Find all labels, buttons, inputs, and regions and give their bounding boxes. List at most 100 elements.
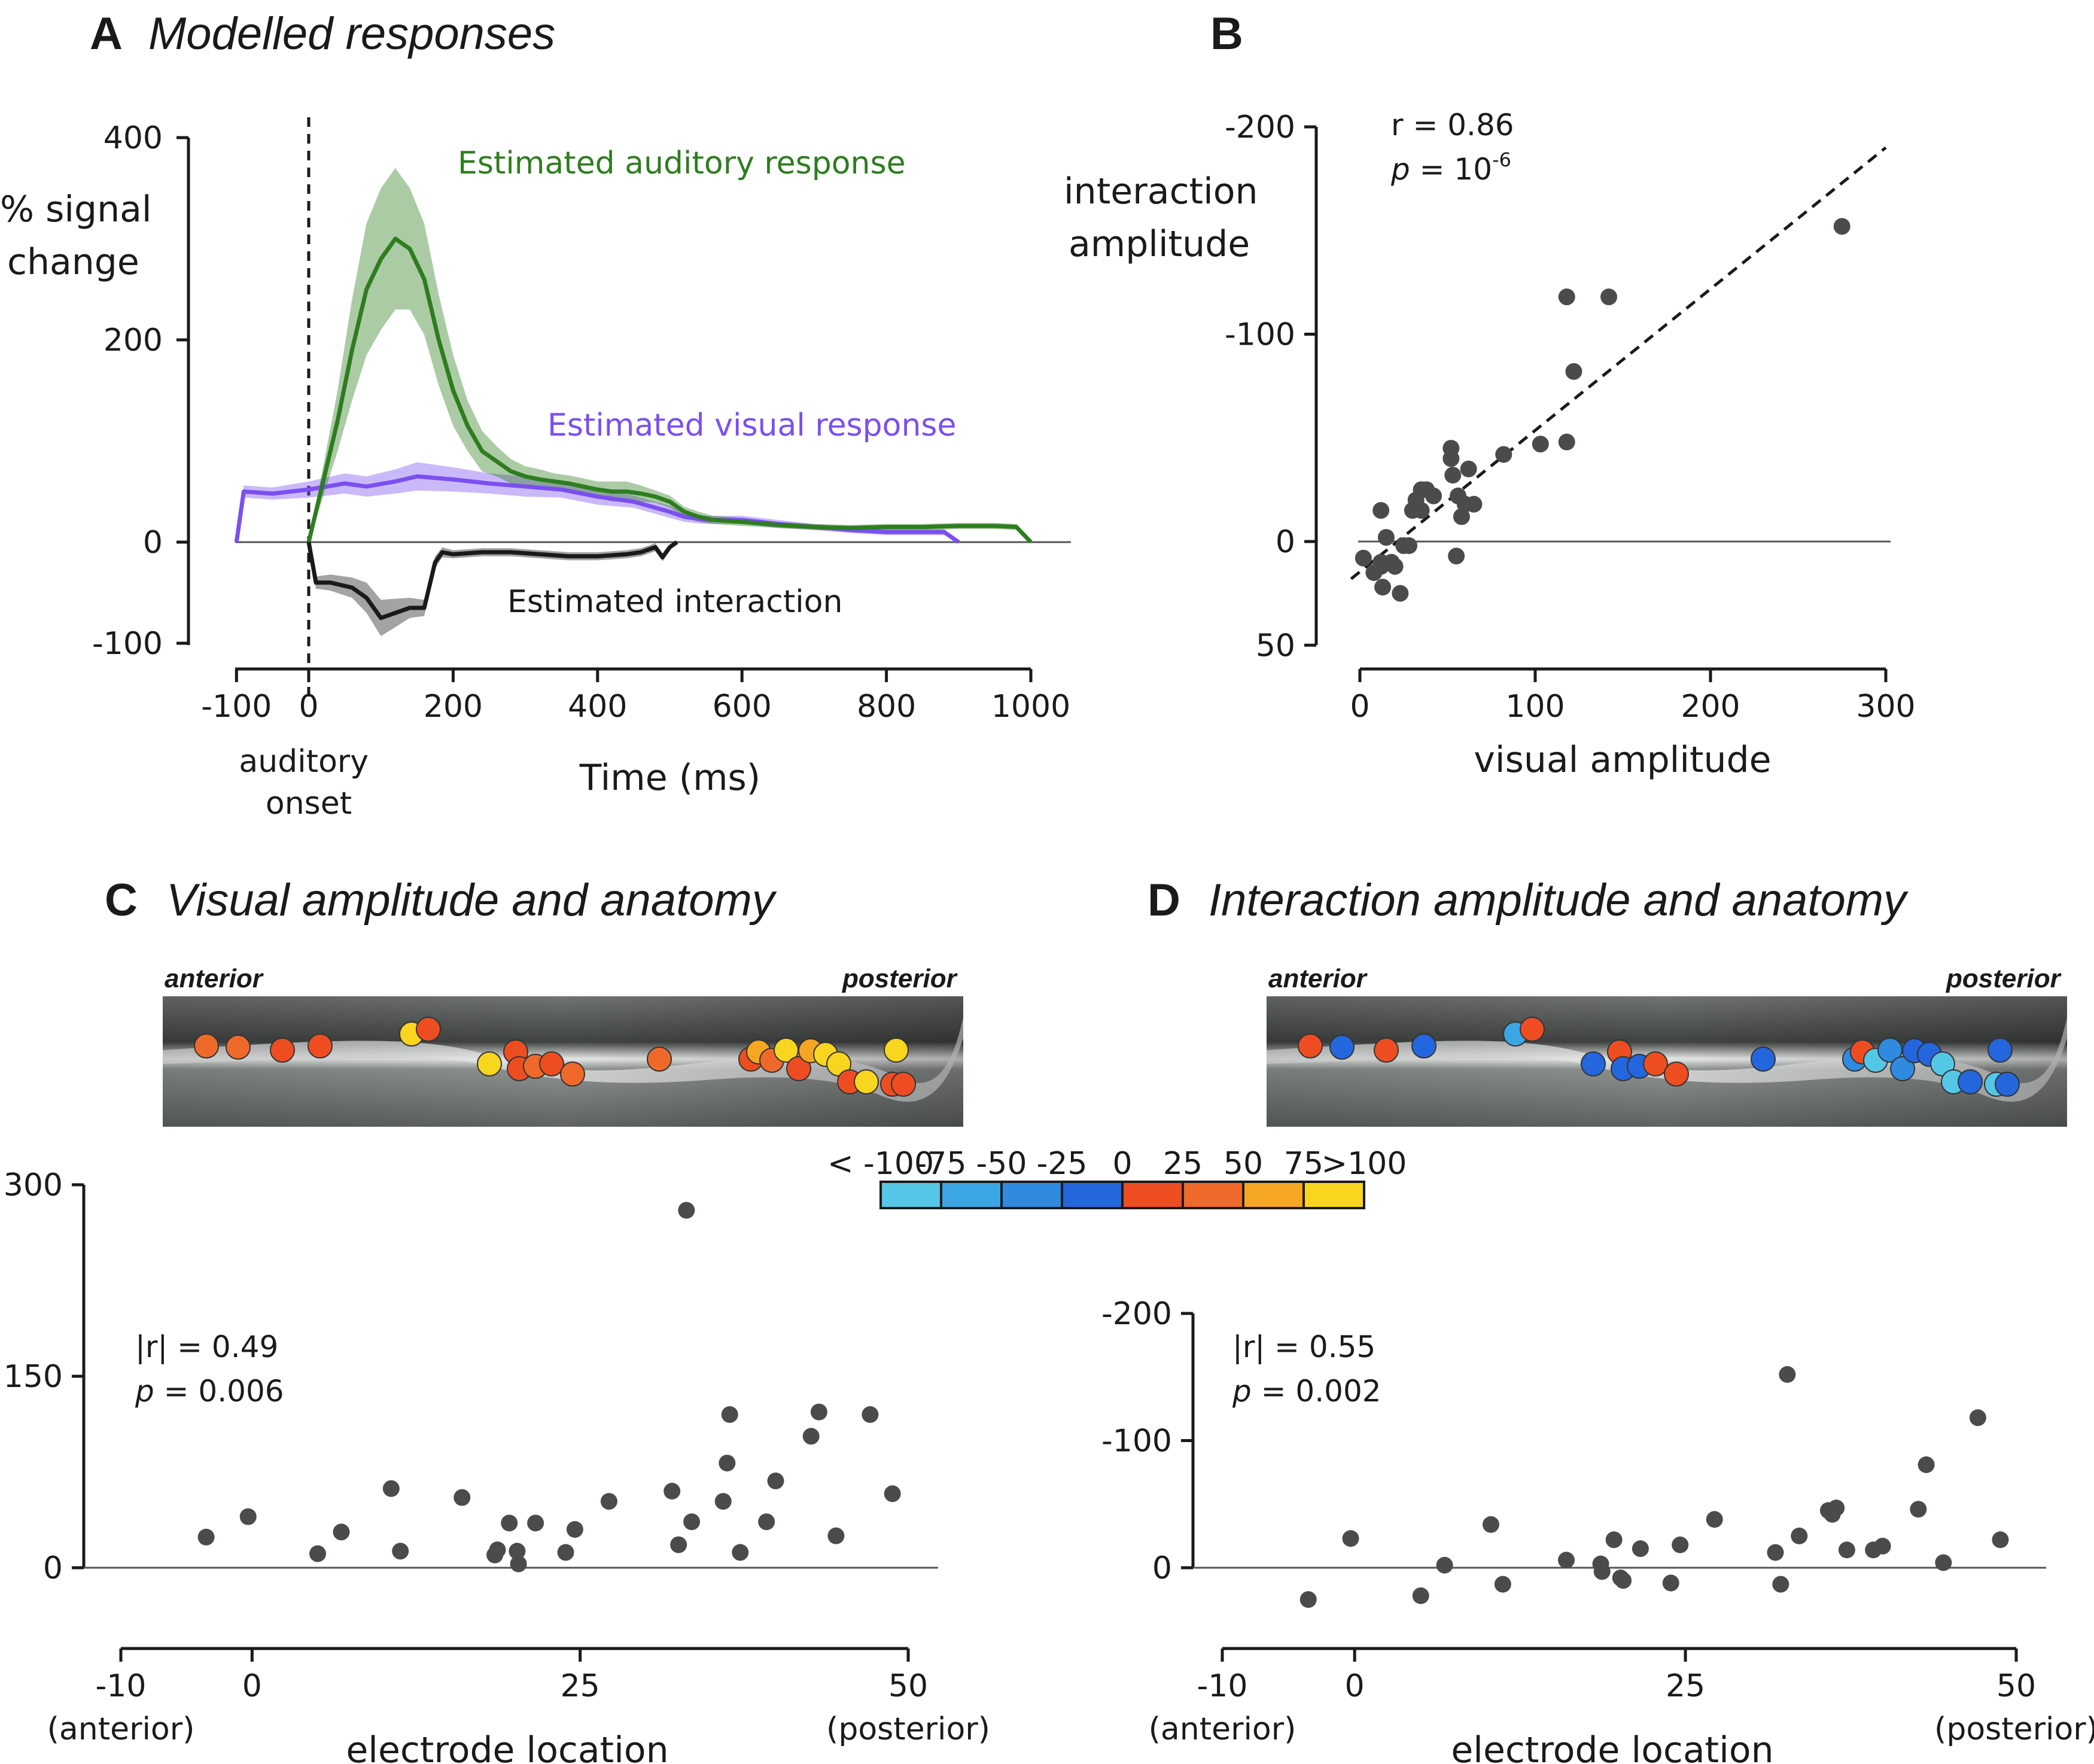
c-point-13 — [557, 1544, 574, 1561]
d-point-6 — [1558, 1552, 1575, 1569]
label-interaction: Estimated interaction — [507, 584, 842, 620]
visual-electrode-3 — [308, 1033, 333, 1059]
c-point-12 — [527, 1514, 544, 1532]
d-point-14 — [1672, 1536, 1689, 1553]
b-point-6 — [1377, 529, 1395, 546]
d-point-30 — [1992, 1531, 2009, 1549]
label-visual-response: Estimated visual response — [547, 407, 957, 443]
b-point-33 — [1833, 218, 1850, 235]
visual-electrode-5 — [416, 1017, 441, 1042]
colorbar-swatch-1 — [940, 1181, 1003, 1209]
panel-d-title: Interaction amplitude and anatomy — [1209, 875, 1909, 926]
interaction-electrode-25 — [1995, 1072, 2020, 1097]
d-point-12 — [1632, 1540, 1649, 1558]
colorbar-label-4: 0 — [1112, 1146, 1132, 1182]
visual-electrode-23 — [884, 1038, 909, 1063]
d-ytick-label-2: 0 — [1152, 1550, 1172, 1586]
panel-a-series — [234, 168, 1033, 637]
d-point-1 — [1342, 1530, 1359, 1547]
c-point-1 — [239, 1508, 257, 1525]
d-point-23 — [1838, 1541, 1855, 1559]
colorbar-label-8: >100 — [1322, 1146, 1407, 1182]
panel-a-title: Modelled responses — [148, 8, 555, 59]
visual-electrode-17 — [786, 1056, 811, 1081]
d-xtick-sub-1: (posterior) — [1934, 1711, 2094, 1747]
a-xtick-label-6: 1000 — [991, 689, 1070, 725]
panel-d-y-ticks: -200 -100 0 — [1101, 1296, 1193, 1586]
b-point-9 — [1392, 585, 1409, 602]
b-point-11 — [1401, 537, 1418, 554]
c-point-22 — [721, 1406, 738, 1423]
colorbar-swatch-2 — [1000, 1181, 1063, 1209]
b-ytick-label-2: 0 — [1276, 524, 1295, 560]
panel-b-xlabel: visual amplitude — [1474, 739, 1771, 781]
interaction-electrode-6 — [1581, 1051, 1606, 1076]
panel-c-y-ticks: 300 150 0 — [4, 1167, 84, 1586]
a-ytick-label-2: 0 — [143, 525, 163, 561]
panel-d-stat-r: |r| = 0.55 — [1232, 1330, 1375, 1364]
b-xtick-label-2: 200 — [1681, 689, 1740, 725]
panel-d-stat-p: p = 0.002 — [1232, 1374, 1381, 1409]
interaction-electrode-23 — [1988, 1038, 2013, 1063]
c-xtick-sub-1: (posterior) — [826, 1711, 990, 1747]
d-point-28 — [1935, 1554, 1952, 1571]
panel-c-xlabel: electrode location — [346, 1729, 668, 1764]
interaction-electrode-3 — [1411, 1033, 1436, 1059]
b-point-14 — [1413, 502, 1430, 519]
d-xtick-label-0: -10 — [1197, 1668, 1248, 1704]
label-auditory-response: Estimated auditory response — [458, 145, 906, 181]
c-point-21 — [719, 1455, 736, 1472]
interaction-electrode-11 — [1664, 1062, 1689, 1087]
d-xtick-label-3: 50 — [1996, 1668, 2036, 1704]
b-ytick-label-1: -100 — [1225, 317, 1295, 353]
d-point-18 — [1779, 1366, 1796, 1383]
visual-electrode-25 — [891, 1072, 916, 1097]
c-point-9 — [501, 1514, 518, 1532]
b-point-5 — [1374, 579, 1392, 596]
c-point-20 — [714, 1493, 732, 1510]
visual-electrode-22 — [854, 1069, 879, 1094]
panel-b-x-ticks: 0 100 200 300 — [1350, 669, 1916, 725]
b-ytick-label-3: 50 — [1256, 628, 1295, 664]
interaction-electrode-17 — [1890, 1056, 1915, 1081]
colorbar-swatch-3 — [1061, 1181, 1124, 1209]
d-point-4 — [1482, 1516, 1499, 1533]
colorbar-swatch-4 — [1121, 1181, 1184, 1209]
panel-a-ylabel-line1: % signal — [0, 188, 152, 230]
panel-a: A Modelled responses % signal change 400… — [0, 8, 1071, 822]
d-point-5 — [1494, 1576, 1511, 1593]
b-point-31 — [1565, 363, 1582, 380]
b-point-25 — [1460, 460, 1477, 478]
c-xtick-label-0: -10 — [96, 1668, 147, 1704]
panel-b-points — [1355, 218, 1850, 602]
b-point-27 — [1495, 446, 1512, 463]
visual-electrode-10 — [539, 1051, 564, 1076]
c-ytick-label-1: 150 — [4, 1359, 63, 1395]
panel-b-y-ticks: -200 -100 0 50 — [1225, 110, 1316, 664]
panel-a-ylabel-line2: change — [7, 241, 139, 283]
b-point-29 — [1558, 433, 1575, 451]
visual-electrode-0 — [194, 1033, 219, 1059]
interaction-electrode-22 — [1958, 1069, 1983, 1094]
b-point-21 — [1448, 548, 1465, 565]
panel-a-letter: A — [90, 8, 123, 59]
colorbar-label-1: -75 — [916, 1146, 967, 1182]
panel-d-x-ticks: -10 0 25 50 (anterior) (posterior) — [1149, 1649, 2094, 1747]
a-xtick-label-2: 200 — [424, 689, 483, 725]
c-point-8 — [489, 1541, 506, 1559]
c-xtick-sub-0: (anterior) — [47, 1711, 195, 1747]
c-point-23 — [732, 1544, 749, 1561]
visual-electrode-6 — [477, 1051, 502, 1076]
panel-b-letter: B — [1210, 8, 1243, 59]
panel-b-fit-line — [1350, 146, 1887, 580]
c-point-11 — [510, 1555, 527, 1573]
a-xtick-label-4: 600 — [713, 689, 772, 725]
series-line-2 — [306, 540, 678, 621]
colorbar-swatch-6 — [1242, 1181, 1305, 1209]
c-point-25 — [767, 1472, 784, 1489]
colorbar-swatch-0 — [879, 1181, 942, 1209]
interaction-map-posterior: posterior — [1946, 964, 2062, 993]
c-point-28 — [827, 1527, 845, 1544]
panel-b-ylabel: interaction amplitude — [1064, 171, 1270, 265]
panel-a-ylabel: % signal change — [0, 188, 163, 283]
